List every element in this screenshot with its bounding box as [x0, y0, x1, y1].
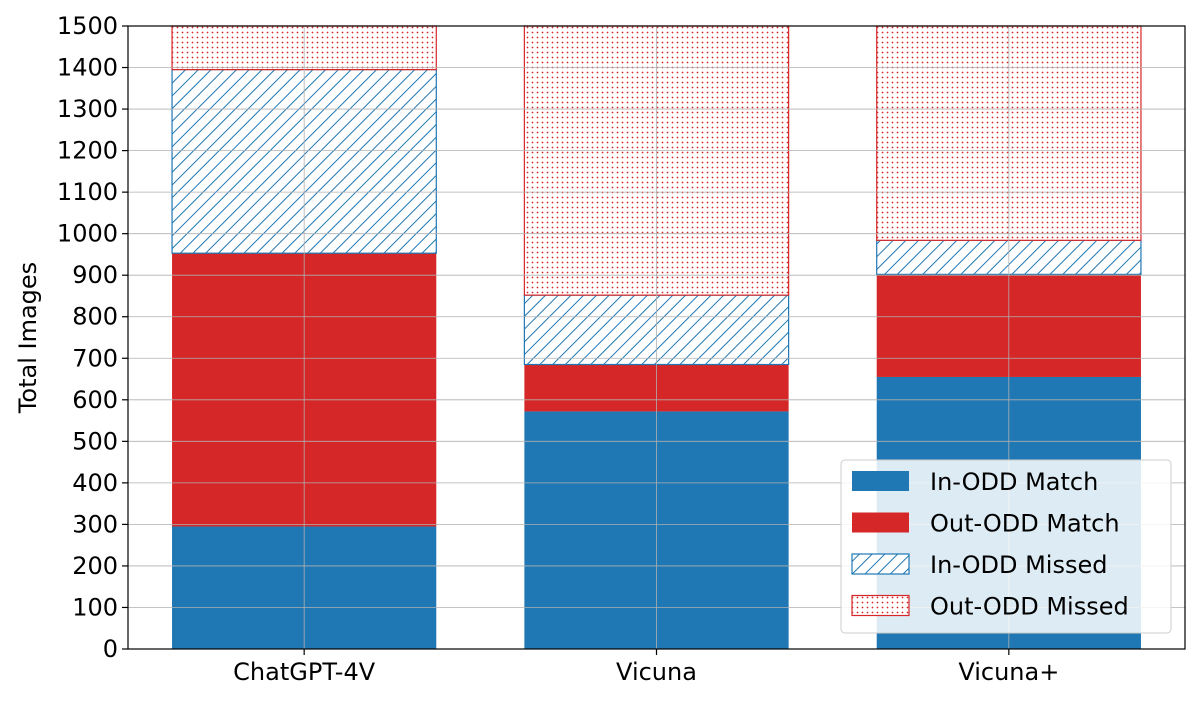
y-tick-label: 800 — [72, 303, 118, 331]
y-axis-title: Total Images — [14, 262, 42, 414]
legend-label-in-odd-match: In-ODD Match — [930, 468, 1098, 496]
y-tick-label: 1300 — [57, 95, 118, 123]
y-tick-label: 500 — [72, 427, 118, 455]
y-tick-label: 400 — [72, 469, 118, 497]
legend-label-out-odd-missed: Out-ODD Missed — [930, 593, 1129, 621]
x-tick-label: Vicuna+ — [958, 658, 1059, 686]
y-tick-label: 1500 — [57, 12, 118, 40]
y-tick-label: 1400 — [57, 54, 118, 82]
x-tick-label: ChatGPT-4V — [233, 658, 376, 686]
x-tick-label: Vicuna — [616, 658, 697, 686]
legend-swatch-out-odd-missed — [851, 594, 910, 617]
legend-swatch-out-odd-match — [852, 512, 909, 533]
y-tick-label: 1000 — [57, 220, 118, 248]
y-tick-label: 900 — [72, 261, 118, 289]
legend-label-in-odd-missed: In-ODD Missed — [930, 551, 1107, 579]
y-tick-label: 200 — [72, 552, 118, 580]
legend-box — [840, 459, 1172, 634]
y-tick-label: 100 — [72, 593, 118, 621]
y-tick-label: 0 — [103, 635, 118, 663]
legend-label-out-odd-match: Out-ODD Match — [930, 510, 1120, 538]
y-tick-label: 700 — [72, 344, 118, 372]
y-tick-label: 300 — [72, 510, 118, 538]
legend-swatch-in-odd-missed — [851, 553, 910, 575]
y-tick-label: 1100 — [57, 178, 118, 206]
legend: In-ODD Match Out-ODD Match In-ODD Missed Ou… — [840, 459, 1172, 634]
legend-swatch-in-odd-match — [852, 471, 909, 491]
axes-layer — [122, 25, 1186, 655]
y-tick-label: 1200 — [57, 137, 118, 165]
y-tick-label: 600 — [72, 386, 118, 414]
tick-labels-layer: 0 100 200 300 400 500 600 700 800 900 1000 1100 1200… — [57, 12, 1059, 686]
